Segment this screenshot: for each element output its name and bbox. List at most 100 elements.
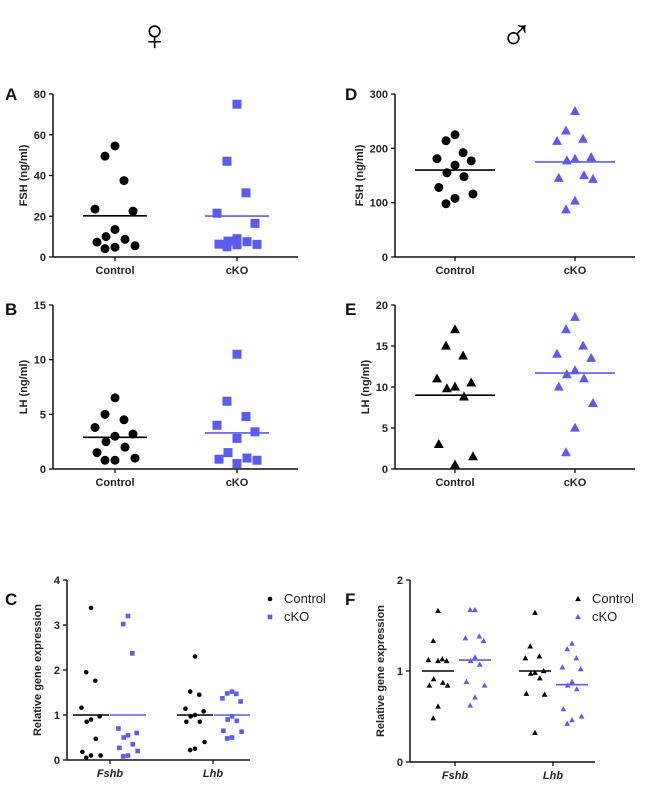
data-point [83,755,89,761]
data-point [439,679,446,685]
data-point [459,172,469,182]
data-point [183,706,188,711]
data-point [579,170,589,180]
x-tick-label: Lhb [543,770,563,782]
data-point [564,646,571,652]
data-point [232,459,242,469]
data-point [553,381,564,391]
data-point [586,152,597,162]
data-point [90,204,100,214]
data-point [192,654,198,659]
data-point [192,746,198,752]
data-point [561,125,571,135]
y-tick-label: 3 [54,620,60,632]
data-point [432,154,442,164]
y-tick-label: 0 [382,252,388,264]
y-tick-label: 0 [40,252,46,264]
data-point [432,373,442,383]
y-tick-label: 1 [397,666,403,678]
panel-label: B [5,300,17,319]
data-point [222,156,232,166]
data-point [239,729,244,734]
panel-e: E 0 5 10 15 20 LH (ng/ml) Control cKO [345,300,635,489]
y-tick-label: 5 [40,409,46,421]
panel-f: F 0 1 2 Relative gene expression Fshb Lhb Contr… [345,575,634,782]
panel-a: A 0 20 40 60 80 FSH (ng/ml) Control cKO [5,85,298,277]
x-tick-label: cKO [564,265,587,277]
data-point [110,431,120,441]
data-point [577,666,584,672]
data-point [425,656,432,663]
legend-label: cKO [284,609,309,624]
data-point [110,455,120,465]
data-point [100,455,110,465]
data-point [98,753,103,758]
y-tick-label: 20 [34,211,46,223]
data-point [463,678,470,684]
data-point [541,691,548,697]
data-point [128,429,138,439]
data-point [430,637,437,644]
data-point [84,719,89,725]
data-point [100,244,110,254]
y-tick-label: 0 [397,757,403,769]
data-point [575,613,581,620]
data-point [130,741,136,747]
data-point [120,234,130,244]
data-point [110,224,120,234]
data-point [125,753,131,758]
data-point [100,409,110,419]
data-point [439,656,446,662]
data-point [467,606,474,613]
data-point [578,340,589,350]
y-tick-label: 10 [376,382,388,394]
data-point [579,373,589,383]
data-point [450,324,460,334]
data-point [110,393,120,403]
data-point [552,135,562,145]
data-point [430,676,437,682]
data-point [441,136,451,146]
data-point [120,754,126,759]
y-tick-label: 0 [382,464,388,476]
panel-label: E [345,300,356,319]
data-point [120,621,126,627]
data-point [134,730,139,736]
data-point [130,241,140,251]
data-point [223,236,233,246]
data-point [570,365,580,375]
data-point [564,720,571,726]
panel-c: C 0 1 2 3 4 Relative gene expression Fshb Lhb Con… [5,575,326,780]
y-tick-label: 2 [397,575,403,587]
data-point [536,653,543,659]
y-tick-label: 1 [54,710,60,722]
data-point [573,686,580,692]
data-point [225,717,230,722]
data-point [476,633,483,639]
data-point [92,237,102,247]
data-point [570,195,580,205]
y-tick-label: 100 [370,198,388,210]
data-point [88,717,94,722]
data-point [468,451,478,461]
data-point [570,311,580,321]
y-tick-label: 40 [34,171,46,183]
y-tick-label: 0 [40,464,46,476]
data-point [214,454,224,464]
data-point [184,719,189,725]
y-axis-label: Relative gene expression [32,604,44,736]
data-point [536,675,543,681]
data-point [83,669,89,675]
data-point [476,661,483,667]
data-point [212,420,222,430]
data-point [569,640,575,646]
x-tick-label: cKO [226,477,249,489]
data-point [250,218,260,228]
data-point [433,439,444,448]
data-point [187,747,193,753]
data-point [119,176,129,186]
y-tick-label: 80 [34,89,46,101]
data-point [466,156,476,166]
data-point [241,412,251,422]
